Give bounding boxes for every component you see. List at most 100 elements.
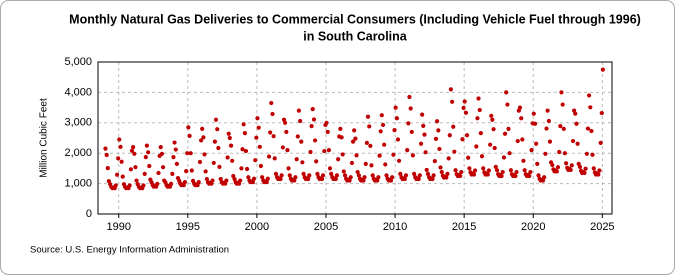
- point: [562, 151, 567, 156]
- point: [466, 155, 471, 160]
- point: [353, 136, 358, 141]
- point: [586, 93, 592, 98]
- point: [339, 135, 344, 140]
- point: [141, 183, 146, 188]
- point: [103, 146, 108, 151]
- point: [499, 173, 504, 179]
- point: [296, 108, 302, 113]
- point: [320, 173, 326, 178]
- point: [324, 120, 329, 125]
- point: [216, 145, 221, 151]
- x-tick-label: 2005: [314, 221, 338, 233]
- point: [120, 174, 125, 179]
- point: [284, 129, 289, 135]
- point: [589, 128, 594, 134]
- point: [519, 116, 524, 121]
- point: [474, 144, 479, 149]
- point: [354, 153, 359, 158]
- point: [147, 163, 152, 169]
- point: [187, 133, 192, 138]
- point: [239, 166, 244, 171]
- point: [240, 147, 245, 152]
- point: [472, 168, 478, 173]
- point: [292, 178, 297, 183]
- point: [105, 165, 110, 171]
- y-tick-label: 2,000: [64, 147, 92, 159]
- point: [393, 105, 398, 110]
- point: [451, 124, 456, 129]
- point: [188, 151, 193, 156]
- point: [546, 118, 551, 124]
- point: [160, 165, 166, 170]
- point: [398, 171, 403, 176]
- point: [144, 143, 150, 148]
- y-tick-label: 1,000: [64, 178, 92, 190]
- point: [532, 121, 538, 126]
- point: [241, 122, 246, 127]
- point: [254, 135, 259, 140]
- point: [396, 158, 402, 163]
- point: [569, 163, 574, 168]
- point: [378, 129, 383, 134]
- point: [295, 134, 300, 139]
- point: [598, 140, 603, 145]
- point: [307, 173, 312, 178]
- point: [444, 175, 449, 180]
- point: [210, 178, 215, 183]
- point: [540, 178, 546, 183]
- point: [269, 100, 274, 106]
- point: [431, 173, 436, 178]
- point: [342, 173, 348, 178]
- point: [287, 173, 292, 178]
- point: [258, 163, 264, 169]
- point: [294, 157, 299, 162]
- point: [544, 126, 549, 131]
- point: [127, 183, 132, 188]
- point: [488, 142, 493, 147]
- point: [266, 154, 272, 159]
- point: [590, 152, 595, 157]
- x-tick-label: 2015: [452, 221, 476, 233]
- point: [273, 171, 279, 176]
- point: [416, 176, 421, 182]
- point: [452, 149, 457, 154]
- point: [298, 118, 303, 124]
- point: [117, 137, 122, 142]
- point: [464, 133, 470, 138]
- point: [531, 111, 536, 116]
- point: [479, 154, 485, 159]
- x-tick-label: 2020: [521, 221, 545, 233]
- point: [244, 166, 250, 172]
- point: [545, 108, 550, 113]
- point: [225, 155, 230, 160]
- point: [505, 102, 510, 107]
- y-tick-label: 3,000: [64, 117, 92, 129]
- point: [156, 170, 161, 176]
- point: [352, 128, 357, 133]
- point: [491, 127, 496, 132]
- point: [585, 126, 591, 131]
- point: [197, 159, 203, 165]
- point: [559, 90, 564, 95]
- point: [363, 161, 368, 166]
- point: [461, 105, 466, 111]
- y-axis-label: Million Cubic Feet: [39, 98, 50, 178]
- point: [341, 169, 346, 174]
- point: [402, 176, 407, 182]
- point: [118, 144, 123, 149]
- point: [423, 150, 428, 155]
- point: [257, 144, 262, 149]
- point: [574, 121, 579, 126]
- point: [200, 126, 205, 131]
- point: [327, 166, 333, 171]
- point: [405, 148, 410, 153]
- point: [347, 178, 352, 183]
- point: [104, 152, 109, 158]
- point: [242, 131, 247, 136]
- point: [184, 169, 189, 174]
- point: [377, 153, 382, 158]
- point: [116, 156, 121, 161]
- point: [489, 113, 494, 118]
- point: [597, 168, 602, 173]
